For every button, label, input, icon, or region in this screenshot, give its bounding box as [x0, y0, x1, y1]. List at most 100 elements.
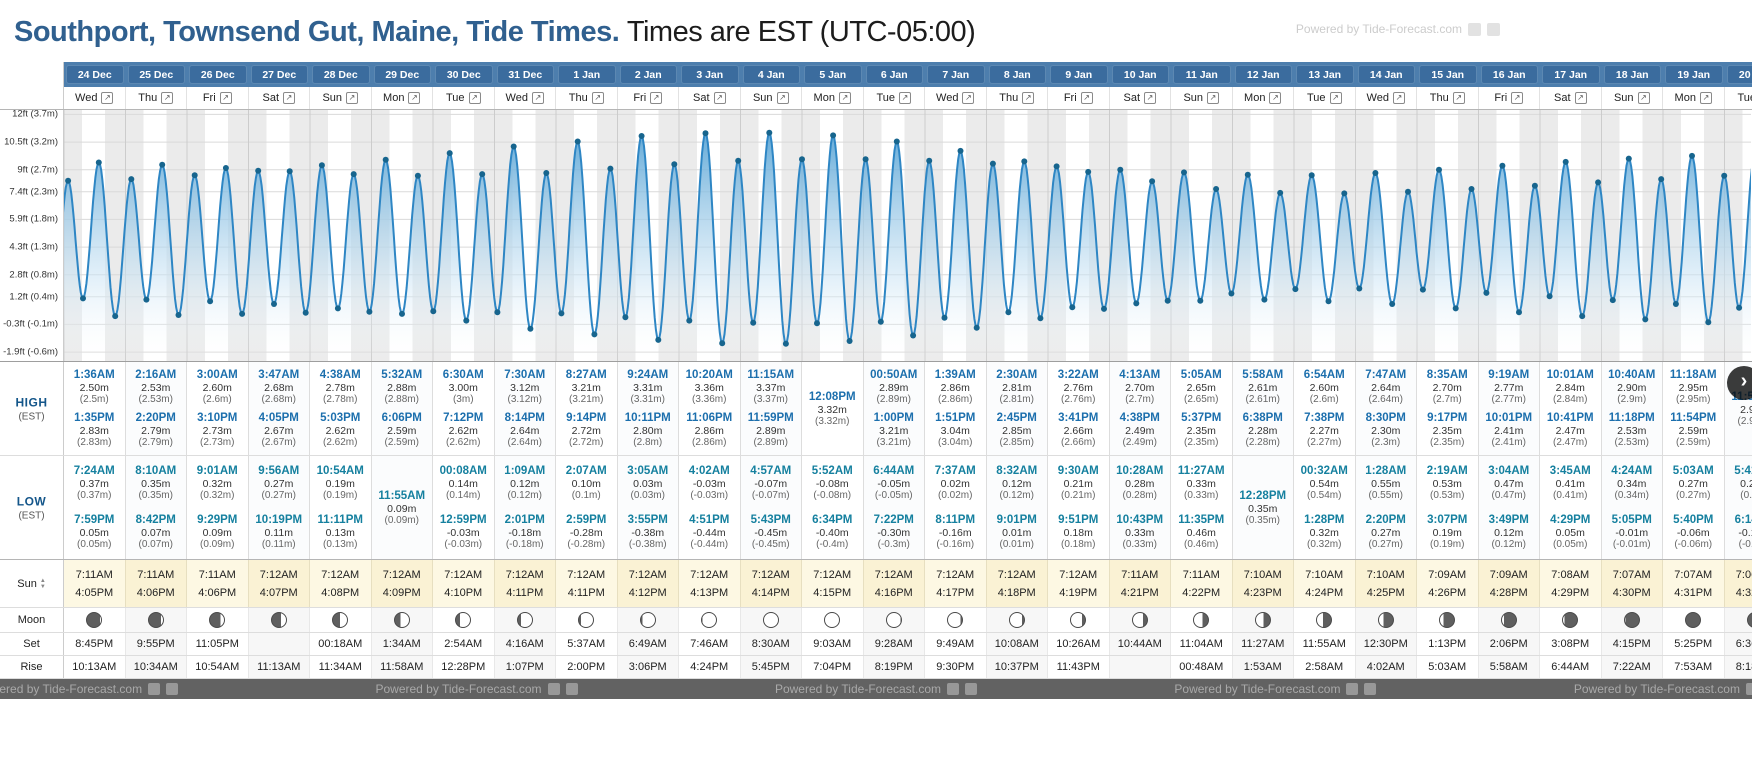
social-icon[interactable] [1487, 22, 1500, 36]
social-icon[interactable] [547, 683, 560, 695]
date-cell[interactable]: 10 Jan [1111, 65, 1169, 84]
next-days-button[interactable]: › [1727, 366, 1752, 400]
weekday-cell[interactable]: Thu ↗ [125, 87, 187, 109]
expand-day-icon[interactable]: ↗ [101, 92, 114, 104]
expand-day-icon[interactable]: ↗ [219, 92, 232, 104]
expand-day-icon[interactable]: ↗ [161, 92, 174, 104]
weekday-cell[interactable]: Fri ↗ [187, 87, 249, 109]
expand-day-icon[interactable]: ↗ [283, 92, 295, 104]
weekday-cell[interactable]: Fri ↗ [1478, 87, 1540, 109]
expand-day-icon[interactable]: ↗ [1637, 92, 1650, 104]
expand-day-icon[interactable]: ↗ [838, 92, 851, 104]
expand-day-icon[interactable]: ↗ [1699, 92, 1712, 104]
expand-day-icon[interactable]: ↗ [1144, 92, 1156, 104]
date-cell[interactable]: 4 Jan [742, 65, 800, 84]
date-cell[interactable]: 18 Jan [1603, 65, 1661, 84]
date-cell[interactable]: 26 Dec [189, 65, 247, 84]
weekday-cell[interactable]: Sun ↗ [740, 87, 802, 109]
weekday-cell[interactable]: Fri ↗ [1048, 87, 1110, 109]
social-icon[interactable] [1745, 683, 1752, 695]
weekday-cell[interactable]: Wed ↗ [925, 87, 987, 109]
weekday-cell[interactable]: Mon ↗ [802, 87, 864, 109]
high-tide-column: 1:36AM 2.50m (2.5m) 1:35PM 2.83m (2.83m) [64, 362, 126, 455]
weekday-cell[interactable]: Wed ↗ [494, 87, 556, 109]
expand-day-icon[interactable]: ↗ [408, 92, 421, 104]
weekday-cell[interactable]: Sun ↗ [1171, 87, 1233, 109]
weekday-cell[interactable]: Tue↗ [1724, 87, 1752, 109]
date-cell[interactable]: 31 Dec [496, 65, 554, 84]
expand-day-icon[interactable]: ↗ [713, 92, 726, 104]
weekday-cell[interactable]: Tue↗ [863, 87, 925, 109]
date-cell[interactable]: 13 Jan [1296, 65, 1354, 84]
social-icon[interactable] [1346, 683, 1359, 695]
expand-day-icon[interactable]: ↗ [776, 92, 789, 104]
expand-day-icon[interactable]: ↗ [899, 92, 912, 104]
date-cell[interactable]: 9 Jan [1050, 65, 1108, 84]
weekday-cell[interactable]: Mon ↗ [1663, 87, 1725, 109]
low-tide-height-alt: (-0.05m) [874, 490, 913, 502]
weekday-cell[interactable]: Fri ↗ [617, 87, 679, 109]
expand-day-icon[interactable]: ↗ [468, 92, 481, 104]
expand-day-icon[interactable]: ↗ [1269, 92, 1282, 104]
low-tide-column: 2:19AM 0.53m (0.53m) 3:07PM 0.19m (0.19m) [1417, 456, 1479, 559]
expand-day-icon[interactable]: ↗ [650, 92, 663, 104]
date-cell[interactable]: 24 Dec [66, 65, 124, 84]
social-icon[interactable] [166, 683, 179, 695]
expand-day-icon[interactable]: ↗ [962, 92, 975, 104]
expand-day-icon[interactable]: ↗ [531, 92, 544, 104]
date-cell[interactable]: 29 Dec [373, 65, 431, 84]
expand-day-icon[interactable]: ↗ [1207, 92, 1220, 104]
social-icon[interactable] [565, 683, 578, 695]
weekday-cell[interactable]: Sat ↗ [1540, 87, 1602, 109]
weekday-cell[interactable]: Thu ↗ [986, 87, 1048, 109]
expand-day-icon[interactable]: ↗ [346, 92, 359, 104]
date-cell[interactable]: 7 Jan [927, 65, 985, 84]
date-cell[interactable]: 5 Jan [804, 65, 862, 84]
date-cell[interactable]: 28 Dec [312, 65, 370, 84]
high-tide-time: 1:35PM [74, 412, 115, 425]
social-icon[interactable] [1468, 22, 1481, 36]
expand-day-icon[interactable]: ↗ [1080, 92, 1093, 104]
weekday-cell[interactable]: Sun ↗ [1601, 87, 1663, 109]
social-icon[interactable] [1364, 683, 1377, 695]
expand-day-icon[interactable]: ↗ [1329, 92, 1342, 104]
date-cell[interactable]: 30 Dec [435, 65, 493, 84]
low-tide-time: 2:59PM [566, 513, 607, 526]
date-cell[interactable]: 2 Jan [619, 65, 677, 84]
weekday-cell[interactable]: Wed ↗ [64, 87, 126, 109]
social-icon[interactable] [947, 683, 960, 695]
date-cell[interactable]: 19 Jan [1665, 65, 1723, 84]
weekday-cell[interactable]: Tue↗ [1294, 87, 1356, 109]
weekday-cell[interactable]: Sat ↗ [248, 87, 310, 109]
weekday-cell[interactable]: Thu ↗ [556, 87, 618, 109]
date-cell[interactable]: 8 Jan [988, 65, 1046, 84]
date-cell[interactable]: 12 Jan [1234, 65, 1292, 84]
weekday-cell[interactable]: Tue↗ [433, 87, 495, 109]
weekday-cell[interactable]: Sat ↗ [679, 87, 741, 109]
date-cell[interactable]: 3 Jan [681, 65, 739, 84]
weekday-cell[interactable]: Sat ↗ [1109, 87, 1171, 109]
date-cell[interactable]: 27 Dec [250, 65, 308, 84]
date-cell[interactable]: 17 Jan [1542, 65, 1600, 84]
expand-day-icon[interactable]: ↗ [1392, 92, 1405, 104]
expand-day-icon[interactable]: ↗ [1574, 92, 1587, 104]
expand-day-icon[interactable]: ↗ [1452, 92, 1465, 104]
date-cell[interactable]: 14 Jan [1357, 65, 1415, 84]
date-cell[interactable]: 16 Jan [1480, 65, 1538, 84]
weekday-cell[interactable]: Sun ↗ [310, 87, 372, 109]
social-icon[interactable] [965, 683, 978, 695]
expand-day-icon[interactable]: ↗ [1022, 92, 1035, 104]
expand-day-icon[interactable]: ↗ [591, 92, 604, 104]
expand-day-icon[interactable]: ↗ [1511, 92, 1524, 104]
date-cell[interactable]: 25 Dec [127, 65, 185, 84]
weekday-cell[interactable]: Thu ↗ [1417, 87, 1479, 109]
social-icon[interactable] [148, 683, 161, 695]
weekday-cell[interactable]: Mon ↗ [1232, 87, 1294, 109]
date-cell[interactable]: 11 Jan [1173, 65, 1231, 84]
date-cell[interactable]: 1 Jan [558, 65, 616, 84]
date-cell[interactable]: 15 Jan [1419, 65, 1477, 84]
weekday-cell[interactable]: Wed ↗ [1355, 87, 1417, 109]
date-cell[interactable]: 20 Jan [1726, 65, 1752, 84]
weekday-cell[interactable]: Mon ↗ [371, 87, 433, 109]
date-cell[interactable]: 6 Jan [865, 65, 923, 84]
